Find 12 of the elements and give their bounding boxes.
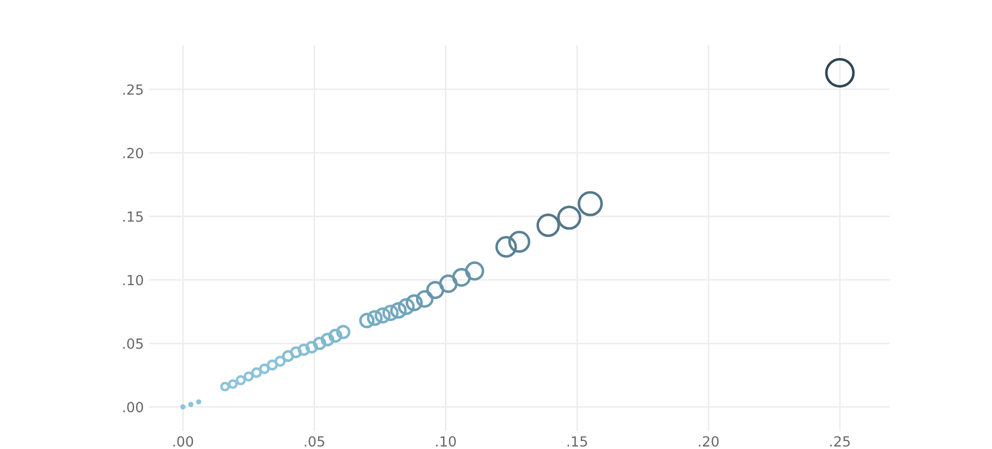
y-tick-label: .15 [123, 212, 143, 222]
y-tick-label: .20 [123, 148, 144, 158]
x-tick-label: .15 [568, 436, 587, 447]
y-tick-label: .25 [123, 84, 143, 95]
y-tick-label: .10 [123, 274, 144, 286]
x-tick-label: .10 [436, 436, 456, 447]
x-tick-label: .25 [830, 436, 850, 447]
x-tick-label: .05 [304, 436, 324, 447]
y-tick-label: .00 [123, 402, 144, 412]
y-tick-label: .05 [123, 338, 143, 349]
x-tick-label: .00 [173, 436, 194, 447]
x-tick-label: .20 [698, 436, 719, 447]
